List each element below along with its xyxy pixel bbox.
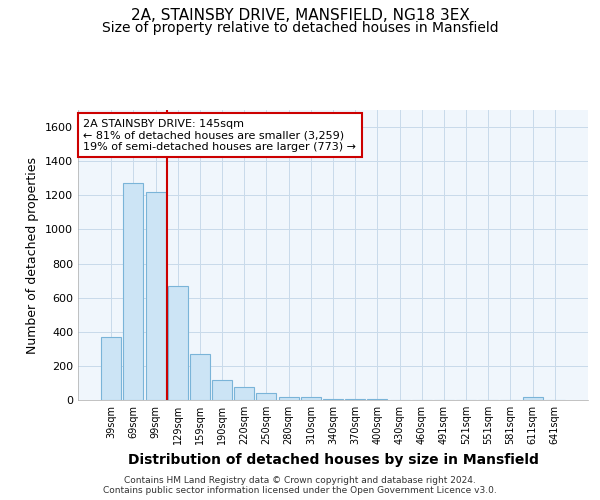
Bar [523, 396, 542, 400]
Bar [345, 399, 365, 400]
Y-axis label: Number of detached properties: Number of detached properties [26, 156, 40, 354]
Bar [212, 380, 232, 400]
Bar [278, 396, 299, 400]
Bar [301, 398, 321, 400]
Bar [234, 387, 254, 400]
Text: Size of property relative to detached houses in Mansfield: Size of property relative to detached ho… [101, 21, 499, 35]
Bar [101, 337, 121, 400]
Bar [124, 184, 143, 400]
Bar [168, 286, 188, 400]
Bar [323, 398, 343, 400]
Text: Contains HM Land Registry data © Crown copyright and database right 2024.
Contai: Contains HM Land Registry data © Crown c… [103, 476, 497, 495]
Text: 2A STAINSBY DRIVE: 145sqm
← 81% of detached houses are smaller (3,259)
19% of se: 2A STAINSBY DRIVE: 145sqm ← 81% of detac… [83, 118, 356, 152]
X-axis label: Distribution of detached houses by size in Mansfield: Distribution of detached houses by size … [128, 452, 538, 466]
Bar [146, 192, 166, 400]
Bar [256, 393, 277, 400]
Text: 2A, STAINSBY DRIVE, MANSFIELD, NG18 3EX: 2A, STAINSBY DRIVE, MANSFIELD, NG18 3EX [131, 8, 469, 22]
Bar [190, 354, 210, 400]
